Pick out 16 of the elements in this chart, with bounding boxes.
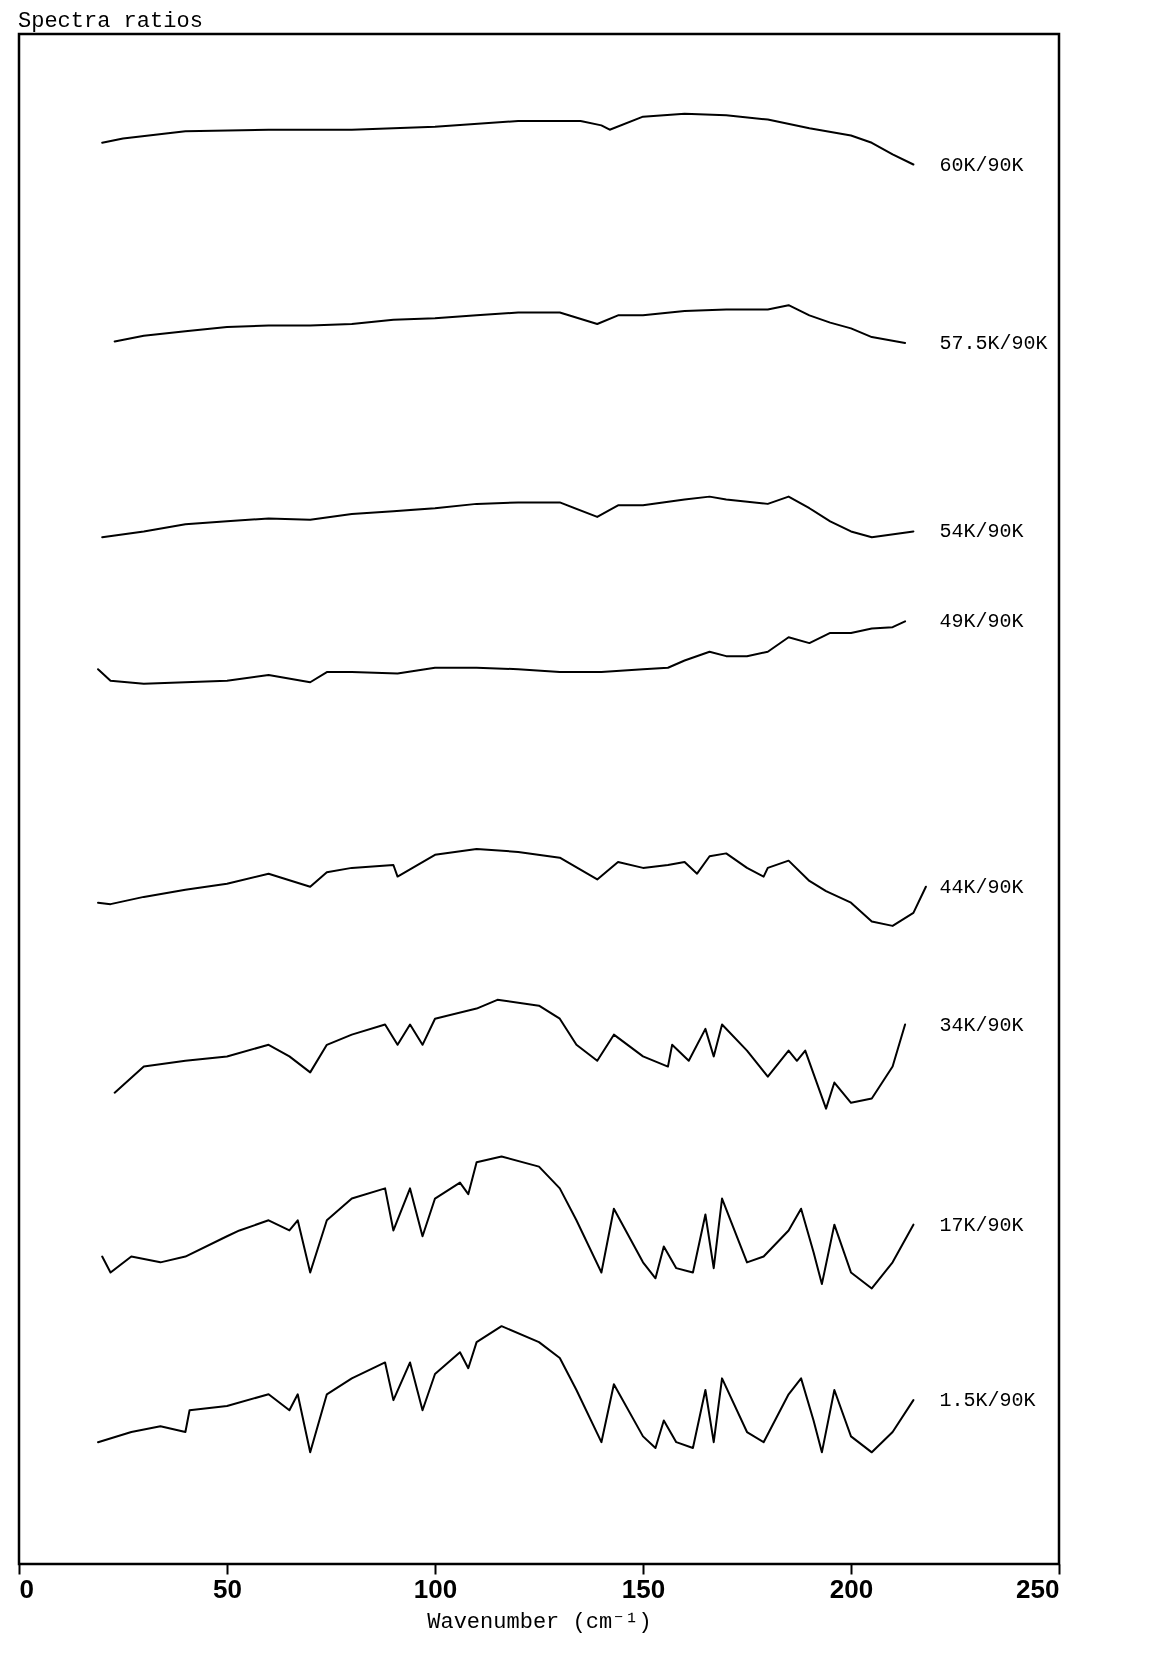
x-tick-label: 250 xyxy=(1016,1573,1060,1604)
series-label: 17K/90K xyxy=(939,1213,1024,1237)
series-label: 34K/90K xyxy=(939,1013,1024,1037)
series-label: 49K/90K xyxy=(939,610,1024,634)
x-tick-label: 150 xyxy=(621,1573,666,1604)
series-label: 44K/90K xyxy=(939,875,1024,899)
x-tick-label: 50 xyxy=(213,1573,242,1604)
x-tick-label: 100 xyxy=(413,1573,458,1604)
x-axis-title: Wavenumber (cm⁻¹) xyxy=(427,1609,652,1635)
series-label: 54K/90K xyxy=(939,520,1024,544)
series-label: 1.5K/90K xyxy=(939,1389,1036,1413)
series-label: 57.5K/90K xyxy=(939,331,1048,355)
x-tick-label: 0 xyxy=(19,1573,34,1604)
x-tick-label: 200 xyxy=(829,1573,874,1604)
series-label: 60K/90K xyxy=(939,153,1024,177)
chart-title: Spectra ratios xyxy=(18,9,203,34)
